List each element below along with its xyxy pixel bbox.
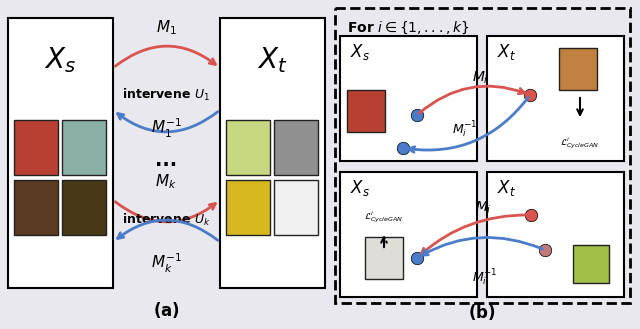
- Bar: [62, 180, 106, 235]
- Bar: [335, 8, 630, 303]
- Text: $M_1$: $M_1$: [156, 19, 177, 38]
- Text: $\mathbf{(a)}$: $\mathbf{(a)}$: [152, 300, 179, 320]
- Bar: [14, 180, 58, 235]
- Text: $\mathbf{(b)}$: $\mathbf{(b)}$: [468, 302, 496, 322]
- Bar: [226, 180, 270, 235]
- Text: $X_s$: $X_s$: [350, 178, 370, 198]
- Text: $X_t$: $X_t$: [497, 178, 516, 198]
- Text: intervene $U_1$: intervene $U_1$: [122, 87, 210, 103]
- Text: $\mathcal{L}^i_{CycleGAN}$: $\mathcal{L}^i_{CycleGAN}$: [561, 135, 600, 151]
- Text: $M_1^{-1}$: $M_1^{-1}$: [150, 116, 182, 139]
- Bar: [226, 120, 270, 175]
- Text: intervene $U_k$: intervene $U_k$: [122, 212, 211, 228]
- Text: $M_k^{-1}$: $M_k^{-1}$: [150, 251, 182, 275]
- Text: $X_t$: $X_t$: [497, 42, 516, 62]
- Bar: [14, 120, 58, 175]
- Text: $M_i$: $M_i$: [475, 200, 492, 216]
- Bar: [487, 172, 624, 297]
- Text: $M_k$: $M_k$: [155, 173, 177, 191]
- Bar: [340, 172, 477, 297]
- Bar: [365, 237, 403, 279]
- Text: ...: ...: [155, 150, 177, 169]
- Bar: [8, 18, 113, 288]
- Bar: [347, 90, 385, 132]
- Bar: [340, 36, 477, 161]
- Bar: [487, 36, 624, 161]
- Bar: [573, 245, 609, 283]
- Text: $\mathcal{L}^i_{CycleGAN}$: $\mathcal{L}^i_{CycleGAN}$: [364, 210, 404, 225]
- Bar: [274, 180, 318, 235]
- Text: $X_s$: $X_s$: [44, 45, 76, 75]
- Text: $X_s$: $X_s$: [350, 42, 370, 62]
- Bar: [62, 120, 106, 175]
- Text: $M_i^{-1}$: $M_i^{-1}$: [472, 268, 498, 288]
- Text: $M_i^{-1}$: $M_i^{-1}$: [452, 120, 478, 140]
- Bar: [559, 48, 597, 90]
- Bar: [274, 120, 318, 175]
- Bar: [220, 18, 325, 288]
- Text: $M_i$: $M_i$: [472, 70, 488, 86]
- Text: For $i \in \{1,...,k\}$: For $i \in \{1,...,k\}$: [347, 20, 469, 36]
- Text: $X_t$: $X_t$: [257, 45, 287, 75]
